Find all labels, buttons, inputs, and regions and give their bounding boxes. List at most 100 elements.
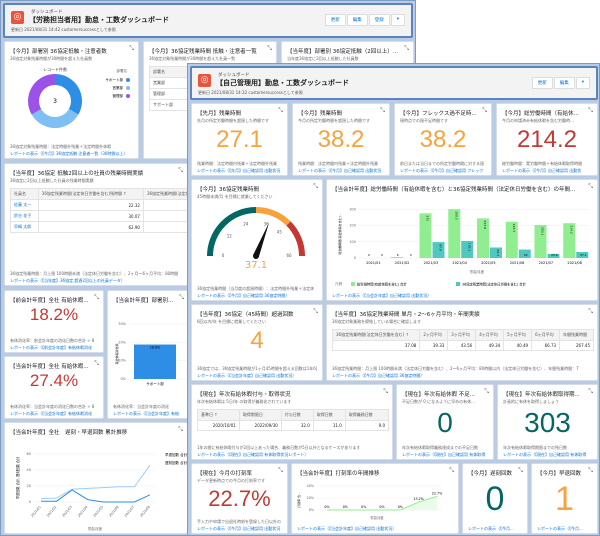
gauge-tick-label: 0: [222, 253, 225, 258]
report-link[interactable]: レポートの表示（【今月】自己確認用 出勤状: [502, 168, 592, 174]
last-month-overtime-card: 【先月】残業時間先月の所定労働時間を超過した時間です⤡27.1残業時間：法定時間…: [191, 103, 288, 176]
empty-cell: [143, 211, 188, 222]
expand-icon[interactable]: ⤡: [449, 467, 454, 475]
employee-name-link[interactable]: 鈴谷 花子: [11, 211, 39, 222]
this-month-overtime-card: 【今月】残業時間今月の所定労働時間を超過した時間です⤡38.2残業時間：法定時間…: [292, 103, 390, 176]
report-link[interactable]: レポートの表示（【今月】自己確認用 36協定時間）: [197, 293, 317, 299]
metric-value[interactable]: 4: [192, 327, 322, 355]
column-header[interactable]: 取得日数: [313, 410, 345, 421]
report-link[interactable]: レポートの表示（【当会計年度】自己確認用 出勤状況）: [332, 293, 592, 299]
column-header[interactable]: 取得期限日: [239, 410, 281, 421]
card-title: 【先月】残業時間: [197, 109, 273, 117]
header-button[interactable]: 編集: [347, 14, 368, 26]
legend-dot: [126, 78, 130, 82]
report-link[interactable]: レポートの表示（【当年度】36協定 超過2回以上の社員データ）: [10, 278, 182, 284]
expand-icon[interactable]: ⤡: [588, 308, 593, 316]
expand-icon[interactable]: ⤡: [313, 183, 318, 191]
column-header[interactable]: 年間残業時間: [560, 330, 594, 341]
metric-value[interactable]: 214.2: [497, 126, 597, 154]
header-button[interactable]: 更新: [325, 14, 346, 26]
metric-value[interactable]: 27.1: [192, 126, 287, 154]
metric-value[interactable]: 38.2: [395, 126, 491, 154]
metric-value[interactable]: 22.7%: [192, 486, 287, 512]
report-link[interactable]: レポートの表示（【当会計年度】有給: [113, 411, 183, 417]
metric-value[interactable]: 0: [463, 480, 527, 519]
header-button[interactable]: 編集: [554, 77, 575, 89]
data-label: 22.7%: [432, 491, 442, 495]
card-note: 36協定対象残業時間：法定時間外残業＋法定時間外休暇: [10, 144, 133, 150]
late-count-card: 【今月】遅刻回数⤡0レポートの表示（【今月...: [462, 463, 528, 534]
column-header[interactable]: 36協定残業時間(法定休日労働を含む)残時間 ↑: [38, 189, 143, 200]
expand-icon[interactable]: ⤡: [588, 467, 593, 475]
report-link[interactable]: レポートの表示（【今月】36協定抵触 注意者一覧（30時間以上）: [10, 151, 133, 157]
expand-icon[interactable]: ⤡: [482, 107, 487, 115]
expand-icon[interactable]: ⤡: [278, 107, 283, 115]
column-header[interactable]: 取得義務日数: [345, 410, 388, 421]
header-button[interactable]: 更新: [532, 77, 553, 89]
metric-value[interactable]: 38.2: [293, 126, 389, 154]
chart-svg: 0122436456037.1: [192, 202, 323, 282]
report-link[interactable]: レポートの表示（【今月】自己確認用 フレック: [400, 168, 486, 174]
employee-name-link[interactable]: 佐藤 太一: [11, 200, 39, 211]
column-header[interactable]: 5ヶ月平均: [504, 330, 532, 341]
bar-data-label: 214.2: [569, 225, 573, 234]
expand-icon[interactable]: ⤡: [380, 107, 385, 115]
metric-value[interactable]: 0: [397, 407, 493, 439]
column-header[interactable]: 付与日数: [281, 410, 313, 421]
chart-svg: 早退回数 合計, 遅刻回数 合計02040602021/012021/02202…: [5, 438, 188, 533]
expand-icon[interactable]: ⤡: [178, 167, 183, 175]
report-link[interactable]: レポートの表示（【今月...: [468, 526, 522, 532]
column-header[interactable]: 6ヶ月平均: [532, 330, 560, 341]
expand-icon[interactable]: ⤡: [179, 294, 184, 302]
metric-value[interactable]: 303: [498, 407, 597, 439]
column-header[interactable]: 3ヶ月平均: [448, 330, 476, 341]
expand-icon[interactable]: ⤡: [129, 45, 134, 53]
report-link[interactable]: レポートの表示（【当会計年度】自己確認用 出勤状況）: [197, 373, 317, 379]
report-link[interactable]: レポートの表示（【当会計年度】自己確認用 出勤状況）: [297, 526, 453, 532]
dropdown-button[interactable]: ▾: [576, 77, 590, 89]
expand-icon[interactable]: ⤡: [404, 45, 409, 53]
report-link[interactable]: レポートの表示（【今月...: [537, 526, 592, 532]
y-tick-label: 40%: [307, 484, 314, 488]
report-link[interactable]: レポートの表示（【今月】自己確認用 出勤状況: [298, 168, 384, 174]
report-link[interactable]: レポートの表示（【今月】自己確認用 36協定時間）: [332, 373, 592, 379]
expand-icon[interactable]: ⤡: [94, 294, 99, 302]
column-header[interactable]: 2ヶ月平均: [420, 330, 448, 341]
metric-value[interactable]: 27.4%: [5, 371, 103, 391]
overtime-gauge-card: 【今月】36協定残業時間45時間未満/月 を目標に就業してください⤡36協定残業…: [191, 179, 323, 301]
column-header[interactable]: 36協定残業時間(法定休日労: [143, 189, 188, 200]
expand-icon[interactable]: ⤡: [383, 388, 388, 396]
metric-value[interactable]: 18.2%: [5, 305, 103, 325]
report-link[interactable]: レポートの表示（【現在】自己確認用 有休取得状況レポート）: [197, 452, 387, 458]
expand-icon[interactable]: ⤡: [518, 467, 523, 475]
employee-name-link[interactable]: 早嶋 太郎: [11, 222, 39, 233]
header-button[interactable]: 登録: [369, 14, 390, 26]
column-header[interactable]: 社員名: [11, 189, 39, 200]
report-link[interactable]: レポートの表示（【前会計年度】有給休暇消化: [10, 345, 98, 351]
expand-icon[interactable]: ⤡: [588, 183, 593, 191]
metric-value[interactable]: 1: [532, 480, 597, 519]
gauge-tick-label: 45: [277, 230, 283, 235]
expand-icon[interactable]: ⤡: [278, 467, 283, 475]
donut-slice: [55, 74, 82, 115]
column-header[interactable]: 36協定残業時間(法定休日労働を含む) ↑: [333, 330, 420, 341]
report-link[interactable]: レポートの表示（【先月】自己確認用 出勤状況: [197, 168, 282, 174]
expand-icon[interactable]: ⤡: [313, 308, 318, 316]
expand-icon[interactable]: ⤡: [267, 45, 272, 53]
x-tick-label: 2021/03: [424, 261, 439, 265]
report-link[interactable]: レポートの表示（【現在】自己確認用 有休取得: [503, 452, 592, 458]
expand-icon[interactable]: ⤡: [94, 360, 99, 368]
report-link[interactable]: レポートの表示（【現在】自己確認用 有休取得: [402, 452, 488, 458]
legend-dot: [126, 94, 130, 98]
report-link[interactable]: レポートの表示（【今月】自己確認用 出勤状況: [197, 526, 282, 532]
column-header[interactable]: 4ヶ月平均: [476, 330, 504, 341]
report-link[interactable]: レポートの表示（【当会計年度】有給休暇消化: [10, 411, 98, 417]
expand-icon[interactable]: ⤡: [588, 107, 593, 115]
expand-icon[interactable]: ⤡: [588, 388, 593, 396]
table-cell: 9.0: [345, 421, 388, 431]
data-label: 0%: [361, 505, 366, 509]
expand-icon[interactable]: ⤡: [178, 426, 183, 434]
expand-icon[interactable]: ⤡: [484, 388, 489, 396]
dropdown-button[interactable]: ▾: [391, 14, 405, 26]
column-header[interactable]: 基準日 ↑: [198, 410, 240, 421]
